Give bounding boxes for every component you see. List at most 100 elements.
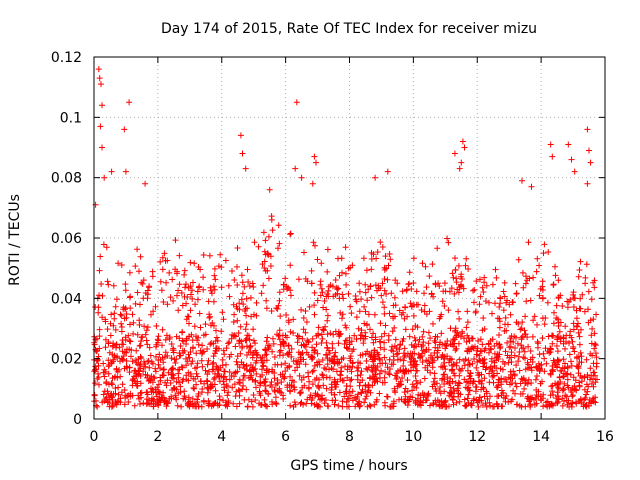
data-point bbox=[382, 368, 389, 375]
data-point bbox=[468, 335, 475, 342]
data-point bbox=[199, 386, 206, 392]
data-point bbox=[336, 389, 343, 396]
data-point bbox=[420, 339, 427, 346]
data-point bbox=[512, 345, 518, 351]
data-point bbox=[127, 393, 134, 400]
data-point bbox=[309, 180, 316, 187]
y-tick-label: 0.06 bbox=[51, 231, 82, 247]
data-point bbox=[381, 287, 388, 294]
data-point bbox=[153, 353, 159, 360]
data-point bbox=[239, 150, 246, 157]
data-point bbox=[334, 290, 341, 297]
data-point bbox=[381, 354, 388, 361]
data-point bbox=[179, 329, 186, 336]
data-point bbox=[119, 356, 126, 363]
data-point bbox=[413, 384, 420, 391]
data-point bbox=[309, 344, 316, 351]
data-point bbox=[146, 344, 153, 351]
data-point bbox=[397, 378, 404, 385]
data-point bbox=[446, 359, 452, 366]
data-point bbox=[593, 311, 600, 318]
data-point bbox=[363, 358, 370, 364]
data-point bbox=[347, 392, 354, 399]
axis-ticks: 0 2 4 6 8 10 12 14 16 0 0.02 0.04 0.06 0.08 0.1 0.12 bbox=[51, 50, 614, 445]
data-point bbox=[381, 330, 388, 337]
data-point bbox=[428, 291, 435, 298]
data-point bbox=[302, 361, 309, 368]
data-point bbox=[590, 375, 597, 382]
data-point bbox=[102, 316, 109, 323]
y-tick-label: 0.02 bbox=[51, 352, 82, 368]
data-point bbox=[362, 289, 369, 296]
data-point bbox=[140, 295, 147, 302]
data-point bbox=[520, 354, 527, 361]
data-point bbox=[451, 150, 458, 157]
data-point bbox=[388, 290, 395, 297]
data-point bbox=[483, 390, 490, 397]
data-point bbox=[341, 341, 348, 347]
data-point bbox=[503, 392, 510, 399]
data-point bbox=[576, 267, 583, 273]
data-point bbox=[257, 382, 263, 389]
data-point bbox=[243, 363, 250, 370]
data-point bbox=[373, 396, 380, 403]
data-point bbox=[430, 378, 437, 385]
data-point bbox=[382, 360, 389, 367]
data-point bbox=[463, 324, 470, 331]
data-point bbox=[272, 394, 279, 401]
data-point bbox=[136, 368, 143, 375]
data-point bbox=[298, 174, 305, 181]
data-point bbox=[577, 349, 584, 356]
data-point bbox=[417, 397, 424, 404]
data-point bbox=[575, 329, 582, 336]
data-point bbox=[501, 293, 508, 300]
data-point bbox=[381, 304, 388, 311]
data-point bbox=[489, 373, 496, 380]
data-point bbox=[177, 383, 184, 390]
data-point bbox=[472, 343, 478, 350]
data-point bbox=[343, 281, 350, 288]
data-point bbox=[506, 301, 513, 308]
data-point bbox=[285, 284, 292, 291]
data-point bbox=[436, 402, 443, 409]
data-point bbox=[202, 321, 209, 328]
data-point bbox=[198, 350, 205, 357]
data-point bbox=[103, 244, 110, 251]
data-point bbox=[588, 398, 595, 404]
data-point bbox=[323, 385, 330, 392]
data-point bbox=[109, 397, 116, 403]
data-point bbox=[500, 288, 507, 295]
data-point bbox=[178, 403, 185, 410]
data-point bbox=[391, 324, 398, 331]
data-point bbox=[487, 363, 494, 370]
data-point bbox=[144, 287, 151, 294]
data-point bbox=[290, 330, 297, 336]
data-point bbox=[443, 342, 450, 349]
data-point bbox=[590, 383, 597, 390]
data-point bbox=[381, 346, 388, 353]
data-point bbox=[584, 180, 591, 187]
data-point bbox=[315, 393, 322, 400]
data-point bbox=[371, 311, 378, 318]
data-point bbox=[467, 375, 474, 382]
data-point bbox=[560, 373, 567, 380]
data-point bbox=[564, 298, 571, 305]
data-point bbox=[521, 385, 528, 392]
data-point bbox=[276, 385, 283, 392]
data-point bbox=[199, 363, 206, 370]
data-point bbox=[592, 342, 599, 349]
data-point bbox=[576, 383, 583, 390]
data-point bbox=[136, 343, 143, 349]
data-point bbox=[277, 313, 284, 320]
y-tick-label: 0.1 bbox=[60, 110, 82, 126]
data-point bbox=[409, 387, 416, 394]
data-point bbox=[106, 349, 113, 356]
data-point bbox=[360, 255, 367, 262]
data-point bbox=[106, 381, 112, 388]
data-point bbox=[476, 394, 483, 401]
data-point bbox=[159, 266, 166, 273]
data-point bbox=[246, 367, 253, 374]
data-point bbox=[96, 75, 103, 82]
data-point bbox=[99, 292, 106, 299]
data-point bbox=[412, 397, 419, 404]
